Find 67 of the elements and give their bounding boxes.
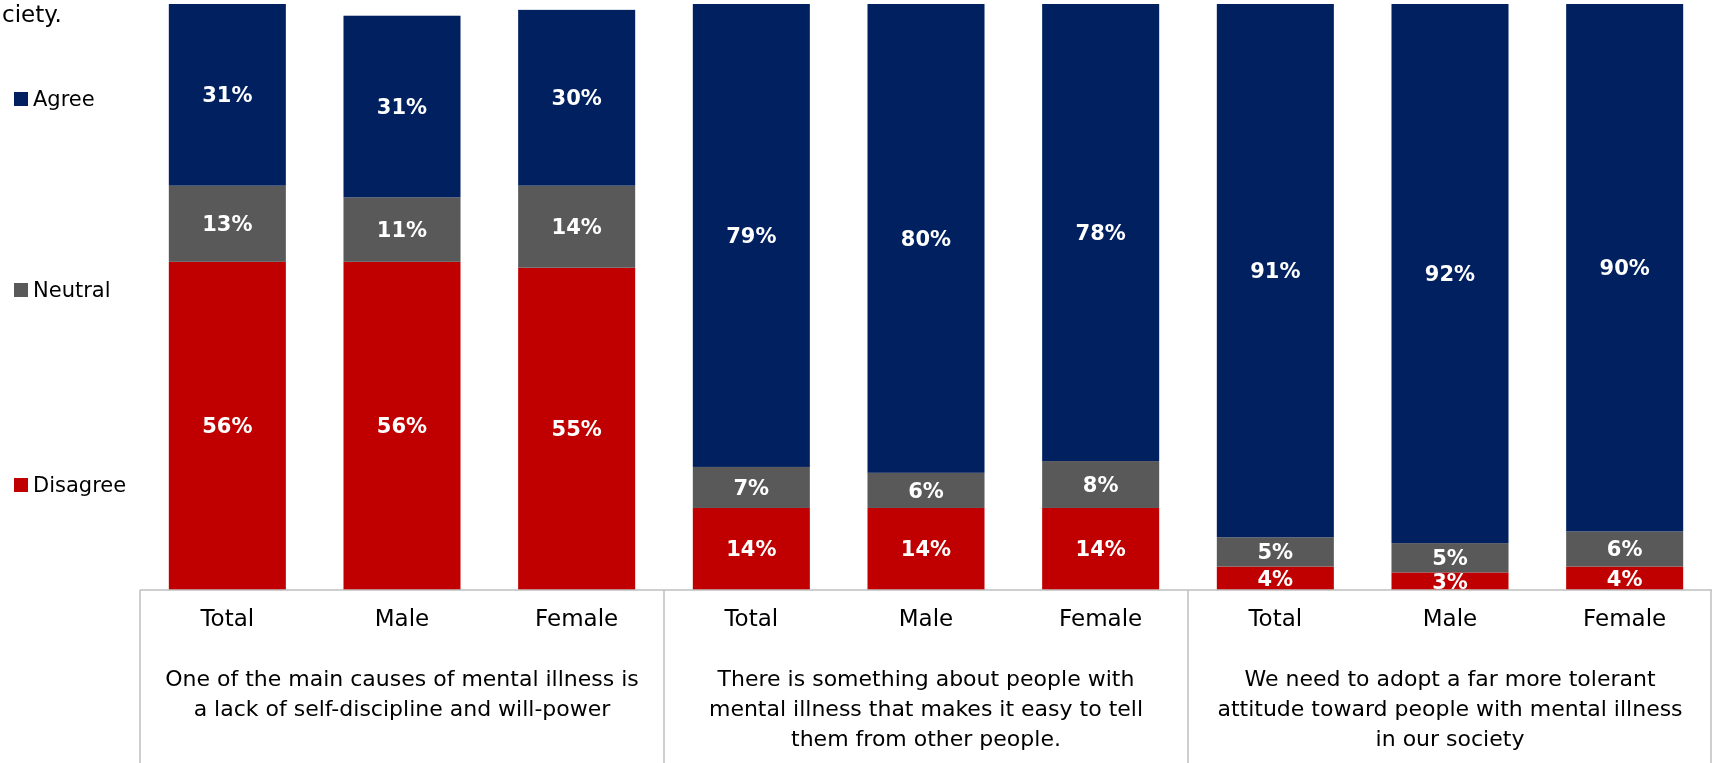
data-label: 55% [551, 417, 602, 442]
data-label: 31% [202, 83, 253, 108]
data-label: 56% [202, 414, 253, 439]
legend-label: Disagree [33, 473, 127, 497]
data-label: 91% [1250, 258, 1301, 283]
data-label: 78% [1075, 220, 1126, 245]
bar [168, 4, 286, 186]
data-label: 6% [908, 478, 944, 503]
x-tick-label: Female [535, 605, 619, 631]
text: ciety. [2, 1, 62, 27]
data-label: 31% [376, 94, 428, 119]
bar [867, 472, 985, 508]
bar [692, 466, 810, 508]
x-tick-label: Female [1059, 605, 1143, 631]
bar [168, 261, 286, 590]
bar [692, 4, 810, 467]
data-label: 13% [202, 212, 253, 237]
data-label: 5% [1257, 540, 1294, 565]
data-label: 8% [1082, 472, 1119, 497]
bar [1216, 4, 1334, 538]
x-tick-label: Total [1247, 605, 1303, 631]
data-label: 4% [1606, 566, 1643, 591]
bar [1391, 543, 1509, 573]
data-label: 90% [1599, 256, 1650, 281]
bar [518, 267, 636, 590]
data-label: 7% [733, 475, 770, 500]
x-tick-label: Male [1422, 605, 1478, 631]
bar [343, 197, 461, 262]
data-label: 5% [1432, 546, 1468, 571]
bar [1042, 507, 1160, 590]
data-label: 14% [1075, 537, 1126, 562]
bar [343, 261, 461, 590]
data-label: 14% [900, 537, 952, 562]
bar [1042, 4, 1160, 462]
bar [518, 185, 636, 268]
bar [1566, 531, 1684, 567]
bar [1566, 4, 1684, 532]
x-tick-label: Total [723, 605, 779, 631]
data-label: 79% [726, 223, 777, 248]
legend-label: Agree [33, 87, 95, 111]
bar [518, 9, 636, 186]
text: One of the main causes of mental illness is a lack of self-discipline and will-power [165, 666, 639, 721]
bar [343, 15, 461, 198]
data-label: 4% [1257, 566, 1294, 591]
bar [1216, 537, 1334, 567]
data-label: 3% [1432, 569, 1468, 594]
text: We need to adopt a far more tolerant attitude toward people with mental illness in our society [1217, 666, 1683, 751]
bar [1391, 4, 1509, 544]
data-label: 11% [376, 217, 428, 242]
x-tick-label: Total [199, 605, 255, 631]
data-label: 14% [726, 537, 777, 562]
bar [168, 185, 286, 262]
bar [867, 4, 985, 473]
data-label: 6% [1606, 537, 1643, 562]
data-label: 30% [551, 86, 602, 111]
data-label: 80% [900, 226, 952, 251]
x-tick-label: Male [898, 605, 954, 631]
x-tick-label: Female [1583, 605, 1667, 631]
bar [1042, 461, 1160, 508]
data-label: 92% [1424, 261, 1476, 286]
legend-label: Neutral [33, 278, 111, 302]
bar [867, 507, 985, 590]
data-label: 56% [376, 414, 428, 439]
text: There is something about people with mental illness that makes it easy to tell them from other people. [708, 666, 1144, 751]
bar [692, 507, 810, 590]
data-label: 14% [551, 215, 602, 240]
x-tick-label: Male [374, 605, 430, 631]
